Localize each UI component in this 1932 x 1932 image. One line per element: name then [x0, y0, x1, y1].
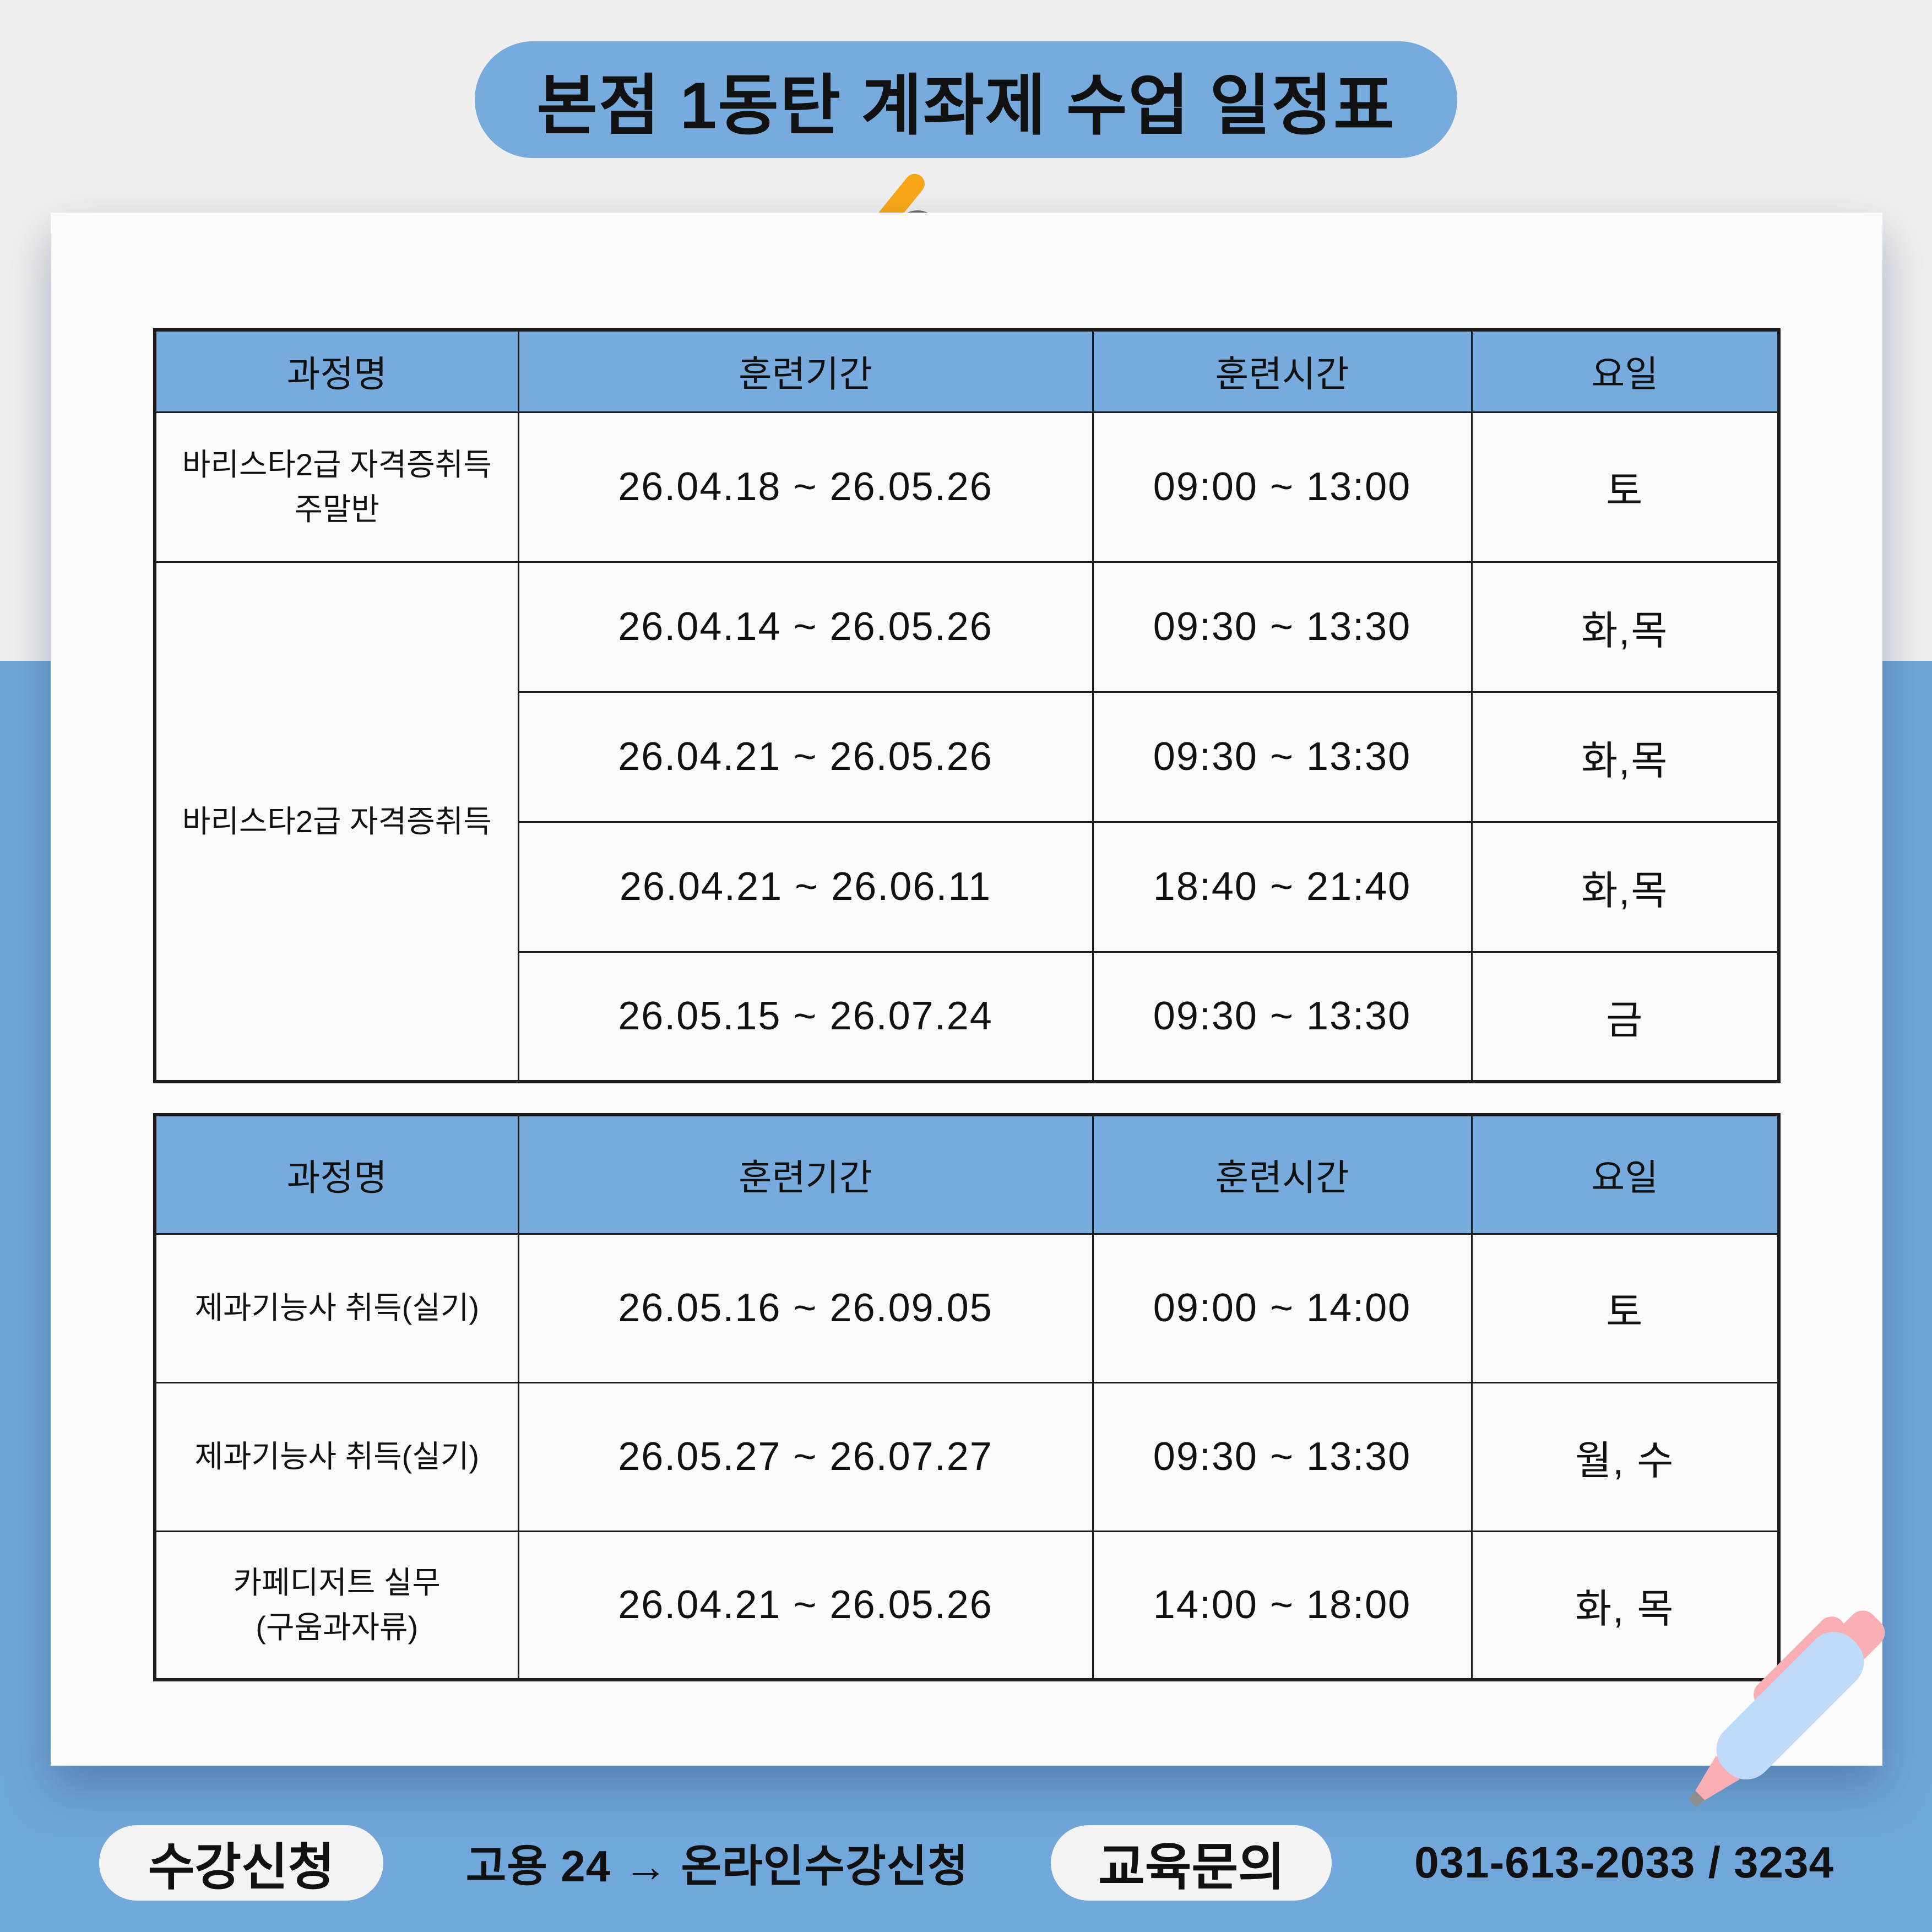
column-header-period: 훈련기간 [517, 1114, 1094, 1235]
training-period-cell: 26.05.16 ~ 26.09.05 [517, 1233, 1094, 1383]
table-row: 26.04.21 ~ 26.06.11 18:40 ~ 21:40 화,목 [155, 821, 1780, 953]
training-time-cell: 14:00 ~ 18:00 [1092, 1530, 1473, 1681]
training-period-cell: 26.04.21 ~ 26.05.26 [517, 691, 1094, 823]
course-name-cell: 바리스타2급 자격증취득 주말반 [154, 411, 519, 563]
weekday-cell: 토 [1470, 411, 1780, 563]
column-header-period: 훈련기간 [517, 329, 1094, 413]
table-row: 26.04.21 ~ 26.05.26 09:30 ~ 13:30 화,목 [155, 691, 1780, 823]
column-header-days: 요일 [1470, 329, 1780, 413]
table-row: 제과기능사 취득(실기) 26.05.27 ~ 26.07.27 09:30 ~… [154, 1381, 1780, 1532]
course-name-cell: 바리스타2급 자격증취득 [154, 561, 519, 1083]
training-period-cell: 26.04.21 ~ 26.06.11 [517, 821, 1094, 953]
footer: 수강신청 고용 24 → 온라인수강신청 교육문의 031-613-2033 /… [99, 1824, 1834, 1901]
column-header-course: 과정명 [154, 1114, 519, 1235]
register-label: 수강신청 [148, 1839, 335, 1896]
page-title: 본점 1동탄 계좌제 수업 일정표 [536, 69, 1396, 143]
weekday-cell: 화,목 [1470, 821, 1780, 953]
table-header-row: 과정명 훈련기간 훈련시간 요일 [154, 329, 1780, 413]
training-period-cell: 26.04.18 ~ 26.05.26 [517, 411, 1094, 563]
inquiry-label: 교육문의 [1098, 1839, 1285, 1896]
column-header-days: 요일 [1470, 1114, 1780, 1235]
column-header-course: 과정명 [154, 329, 519, 413]
inquiry-badge: 교육문의 [1051, 1825, 1332, 1901]
title-banner: 본점 1동탄 계좌제 수업 일정표 [475, 41, 1457, 158]
course-name-cell: 카페디저트 실무 (구움과자류) [154, 1530, 519, 1681]
weekday-cell: 화, 목 [1470, 1530, 1780, 1681]
weekday-cell: 금 [1470, 951, 1780, 1083]
table-row: 제과기능사 취득(실기) 26.05.16 ~ 26.09.05 09:00 ~… [154, 1233, 1780, 1383]
training-time-cell: 09:00 ~ 14:00 [1092, 1233, 1473, 1383]
schedule-table-1: 과정명 훈련기간 훈련시간 요일 바리스타2급 자격증취득 주말반 26.04.… [153, 328, 1781, 1083]
training-time-cell: 09:30 ~ 13:30 [1092, 691, 1473, 823]
training-period-cell: 26.04.14 ~ 26.05.26 [517, 561, 1094, 693]
table-row: 카페디저트 실무 (구움과자류) 26.04.21 ~ 26.05.26 14:… [154, 1530, 1780, 1681]
weekday-cell: 토 [1470, 1233, 1780, 1383]
table-header-row: 과정명 훈련기간 훈련시간 요일 [154, 1114, 1780, 1235]
column-header-time: 훈련시간 [1092, 1114, 1473, 1235]
training-time-cell: 09:30 ~ 13:30 [1092, 951, 1473, 1083]
inquiry-info: 031-613-2033 / 3234 [1414, 1838, 1834, 1887]
register-info: 고용 24 → 온라인수강신청 [465, 1842, 969, 1891]
column-header-time: 훈련시간 [1092, 329, 1473, 413]
training-period-cell: 26.05.15 ~ 26.07.24 [517, 951, 1094, 1083]
training-time-cell: 09:30 ~ 13:30 [1092, 1381, 1473, 1532]
training-period-cell: 26.04.21 ~ 26.05.26 [517, 1530, 1094, 1681]
training-time-cell: 09:30 ~ 13:30 [1092, 561, 1473, 693]
table-row: 바리스타2급 자격증취득 26.04.14 ~ 26.05.26 09:30 ~… [154, 561, 1780, 1083]
training-time-cell: 18:40 ~ 21:40 [1092, 821, 1473, 953]
table-row: 바리스타2급 자격증취득 주말반 26.04.18 ~ 26.05.26 09:… [154, 411, 1780, 563]
course-name-cell: 제과기능사 취득(실기) [154, 1233, 519, 1383]
weekday-cell: 월, 수 [1470, 1381, 1780, 1532]
training-time-cell: 09:00 ~ 13:00 [1092, 411, 1473, 563]
schedule-table-2: 과정명 훈련기간 훈련시간 요일 제과기능사 취득(실기) 26.05.16 ~… [153, 1113, 1781, 1681]
course-name-cell: 제과기능사 취득(실기) [154, 1381, 519, 1532]
weekday-cell: 화,목 [1470, 561, 1780, 693]
table-row: 26.05.15 ~ 26.07.24 09:30 ~ 13:30 금 [155, 951, 1780, 1083]
weekday-cell: 화,목 [1470, 691, 1780, 823]
register-badge: 수강신청 [99, 1825, 383, 1901]
training-period-cell: 26.05.27 ~ 26.07.27 [517, 1381, 1094, 1532]
